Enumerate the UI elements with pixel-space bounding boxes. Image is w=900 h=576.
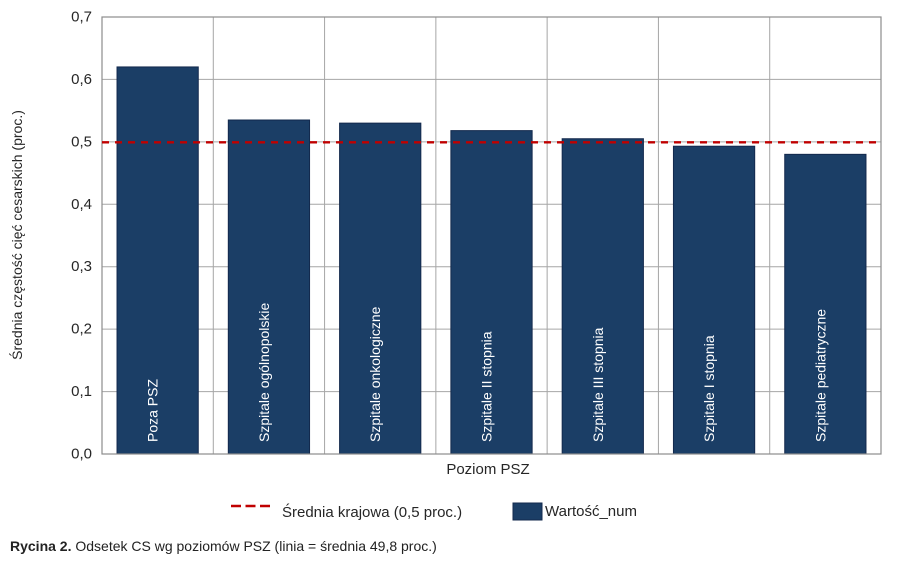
svg-text:0,7: 0,7	[71, 9, 92, 26]
svg-text:Szpitale pediatryczne: Szpitale pediatryczne	[812, 309, 828, 442]
svg-text:Średnia częstość cięć cesarski: Średnia częstość cięć cesarskich (proc.)	[8, 110, 25, 360]
svg-text:Średnia krajowa (0,5 proc.): Średnia krajowa (0,5 proc.)	[282, 503, 462, 521]
svg-text:Szpitale ogólnopolskie: Szpitale ogólnopolskie	[256, 302, 272, 442]
svg-text:Szpitale I stopnia: Szpitale I stopnia	[701, 335, 717, 442]
svg-text:Szpitale onkologiczne: Szpitale onkologiczne	[367, 306, 383, 442]
svg-text:0,6: 0,6	[71, 71, 92, 88]
svg-text:0,0: 0,0	[71, 446, 92, 463]
svg-text:0,3: 0,3	[71, 258, 92, 275]
svg-text:Szpitale II stopnia: Szpitale II stopnia	[479, 331, 495, 442]
svg-text:0,4: 0,4	[71, 196, 92, 213]
svg-text:0,1: 0,1	[71, 383, 92, 400]
svg-text:Wartość_num: Wartość_num	[545, 503, 637, 520]
svg-text:Poziom PSZ: Poziom PSZ	[446, 461, 529, 478]
svg-text:0,5: 0,5	[71, 133, 92, 150]
svg-text:Poza PSZ: Poza PSZ	[145, 379, 161, 442]
svg-text:0,2: 0,2	[71, 321, 92, 338]
svg-text:Szpitale III stopnia: Szpitale III stopnia	[590, 327, 606, 442]
